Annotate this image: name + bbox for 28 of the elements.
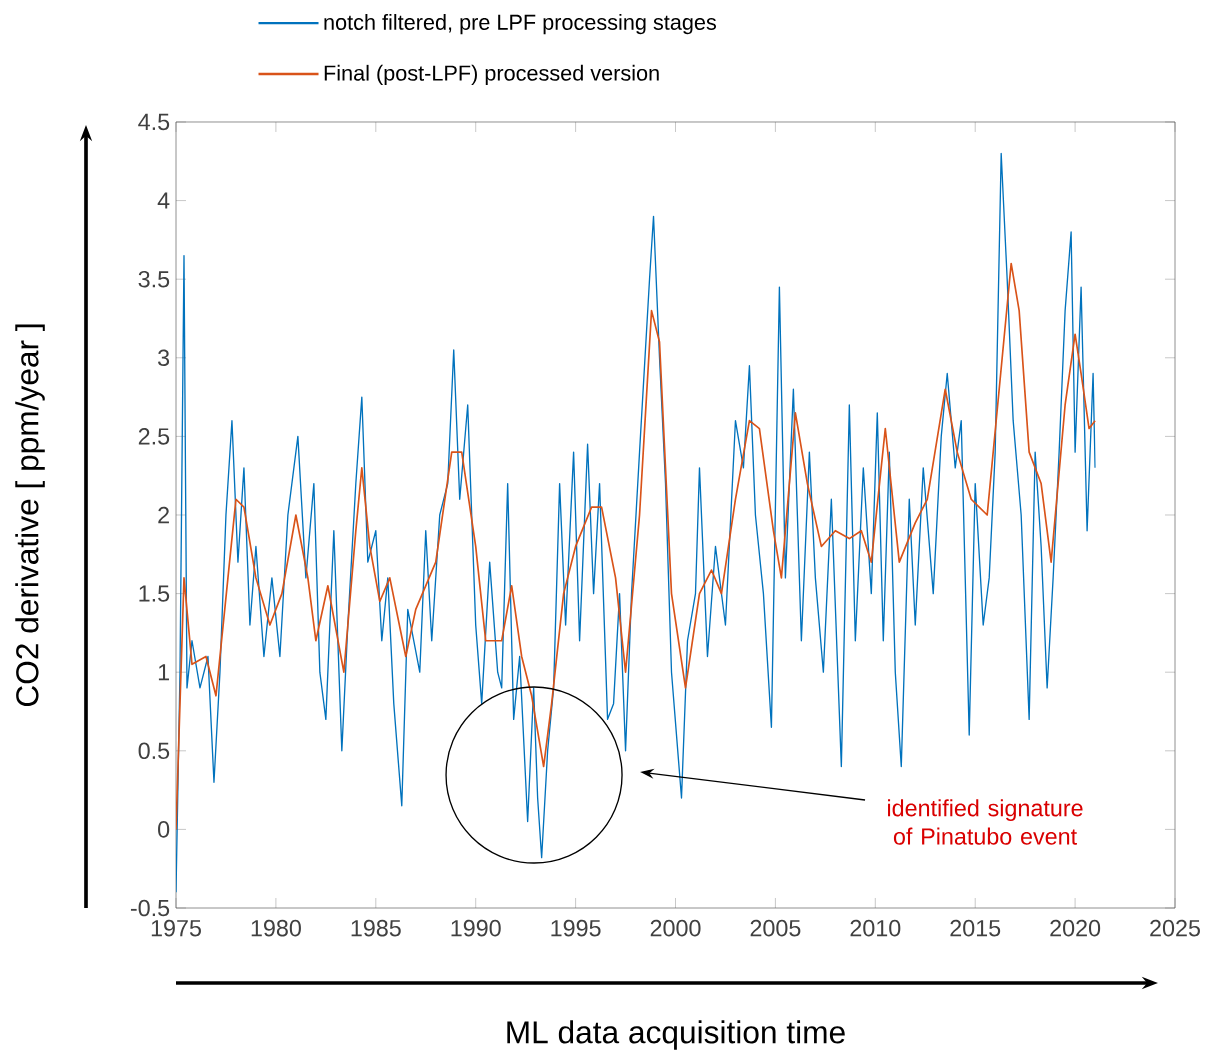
x-tick-label: 1980: [251, 919, 301, 937]
line-series: [176, 152, 1096, 893]
x-tick-label: 2015: [950, 919, 1001, 937]
x-tick-label: 1995: [551, 919, 601, 937]
x-tick-label: 1985: [351, 919, 401, 937]
x-axis-title: ML data acquisition time: [507, 1020, 845, 1050]
y-tick-label: 1.5: [139, 585, 170, 602]
legend-label: notch filtered, pre LPF processing stages: [324, 13, 717, 35]
y-tick-label: -0.5: [130, 899, 170, 917]
y-tick-label: 3: [158, 349, 170, 367]
y-tick-label: 0.5: [138, 742, 170, 760]
y-tick-label: 2: [158, 506, 169, 524]
x-tick-label: 1975: [151, 919, 201, 937]
legend-label: Final (post-LPF) processed version: [324, 64, 659, 86]
x-tick-label: 2010: [850, 919, 901, 937]
y-tick-label: 2.5: [138, 428, 170, 445]
y-tick-label: 1: [158, 664, 169, 681]
y-tick-label: 4: [157, 192, 170, 209]
x-tick-label: 2005: [750, 919, 801, 937]
y-axis-title: CO2 derivative [ ppm/year ]: [15, 324, 45, 707]
annotation: identified signature of Pinatubo event: [888, 799, 1083, 845]
x-tick-label: 1990: [451, 919, 501, 937]
x-tick-label: 2025: [1150, 919, 1200, 937]
x-tick-label: 2000: [650, 919, 701, 937]
y-tick-label: 3.5: [138, 270, 170, 288]
x-tick-label: 2020: [1050, 919, 1101, 937]
y-tick-label: 4.5: [138, 113, 170, 131]
y-tick-label: 0: [158, 821, 170, 838]
